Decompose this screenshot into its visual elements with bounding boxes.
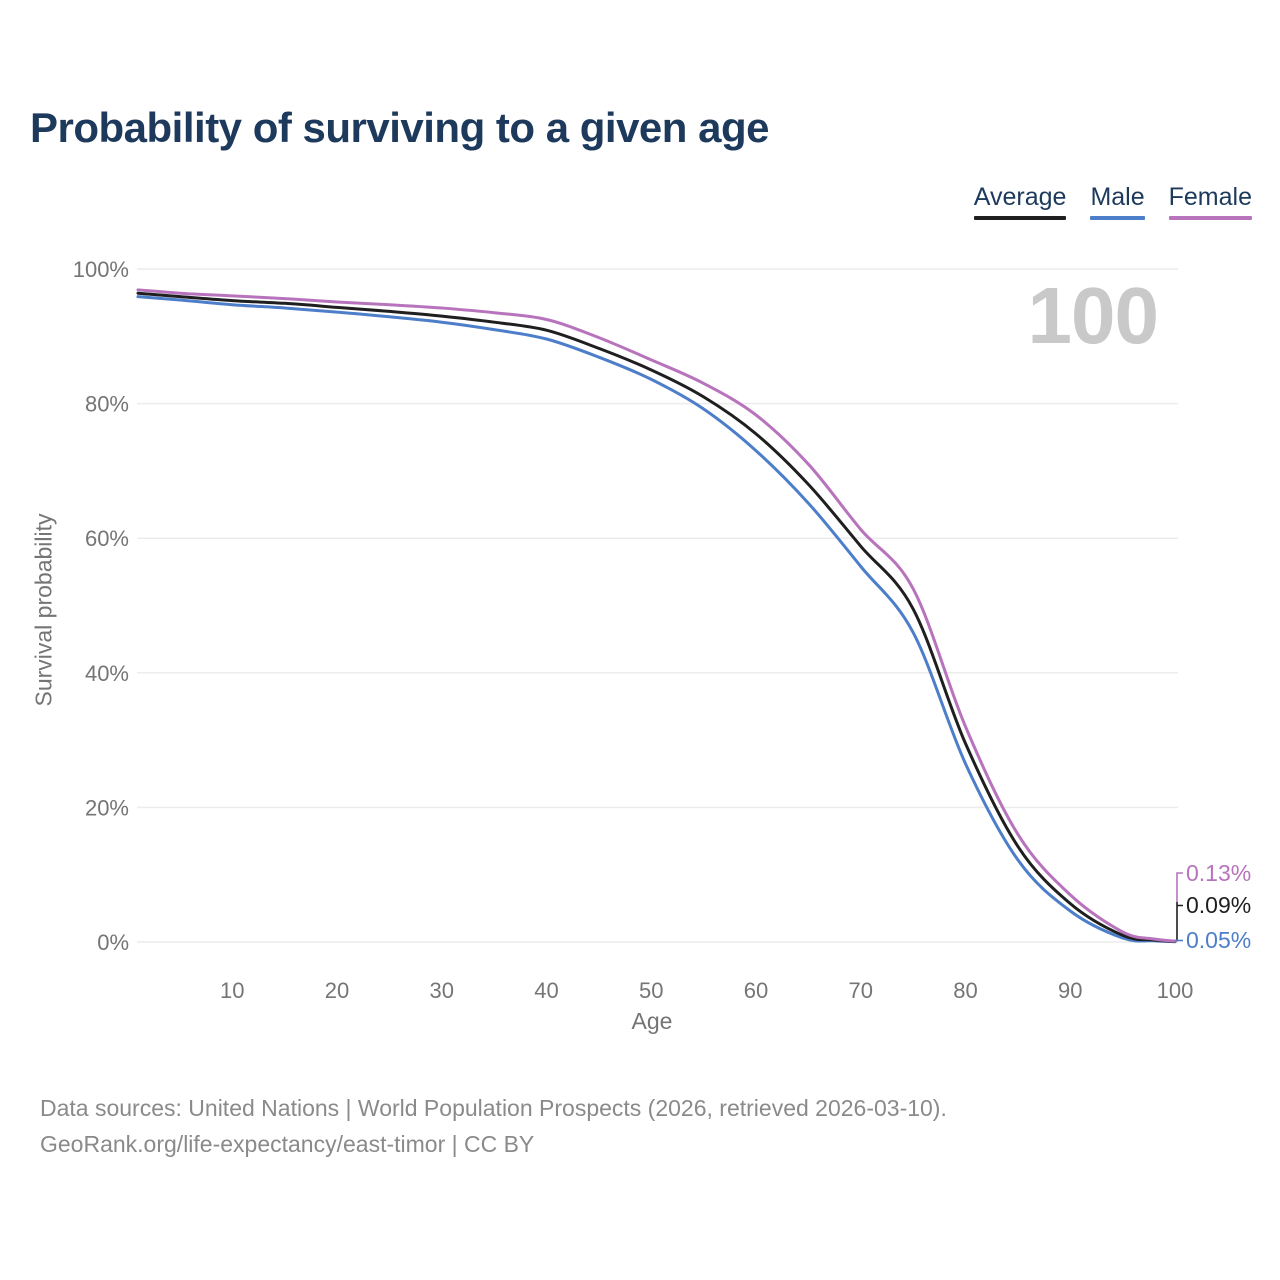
series-line-female[interactable]: [136, 288, 1177, 943]
footer-source-line: Data sources: United Nations | World Pop…: [40, 1095, 947, 1121]
legend-item-female[interactable]: Female: [1168, 183, 1252, 220]
x-tick-label-10: 10: [220, 978, 244, 1003]
y-tick-label-0: 0%: [97, 930, 129, 955]
legend-swatch-male: [1090, 215, 1145, 220]
x-tick-label-60: 60: [744, 978, 768, 1003]
series-line-male[interactable]: [136, 295, 1177, 944]
x-tick-label-30: 30: [430, 978, 454, 1003]
x-axis-title: Age: [631, 1008, 673, 1034]
legend-item-average[interactable]: Average: [973, 183, 1067, 220]
chart-title: Probability of surviving to a given age: [30, 104, 769, 151]
y-tick-label-20: 20%: [85, 795, 129, 820]
x-tick-label-80: 80: [953, 978, 977, 1003]
leader-line-average: [1176, 902, 1183, 942]
end-label-female: 0.13%: [1186, 860, 1252, 886]
leader-line-female: [1176, 872, 1183, 902]
x-tick-label-40: 40: [534, 978, 558, 1003]
x-tick-label-70: 70: [849, 978, 873, 1003]
y-tick-label-100: 100%: [73, 257, 129, 282]
legend-swatch-female: [1168, 215, 1252, 220]
legend-label-male: Male: [1090, 183, 1145, 211]
footer-attribution-line: GeoRank.org/life-expectancy/east-timor |…: [40, 1131, 535, 1157]
end-label-average: 0.09%: [1186, 892, 1252, 918]
legend-label-female: Female: [1168, 183, 1252, 211]
series-line-average[interactable]: [136, 291, 1177, 943]
legend: Average Male Female: [973, 183, 1252, 220]
x-tick-label-50: 50: [639, 978, 663, 1003]
legend-swatch-average: [973, 215, 1067, 220]
y-tick-label-80: 80%: [85, 392, 129, 417]
legend-item-male[interactable]: Male: [1090, 183, 1145, 220]
end-label-male: 0.05%: [1186, 927, 1252, 953]
y-tick-label-40: 40%: [85, 661, 129, 686]
y-tick-label-60: 60%: [85, 526, 129, 551]
footer: Data sources: United Nations | World Pop…: [40, 1090, 947, 1162]
hover-age-label: 100: [1027, 271, 1159, 360]
y-axis-title: Survival probability: [30, 513, 57, 707]
x-tick-label-100: 100: [1157, 978, 1194, 1003]
legend-label-average: Average: [973, 183, 1067, 211]
x-tick-label-20: 20: [325, 978, 349, 1003]
x-tick-label-90: 90: [1058, 978, 1082, 1003]
